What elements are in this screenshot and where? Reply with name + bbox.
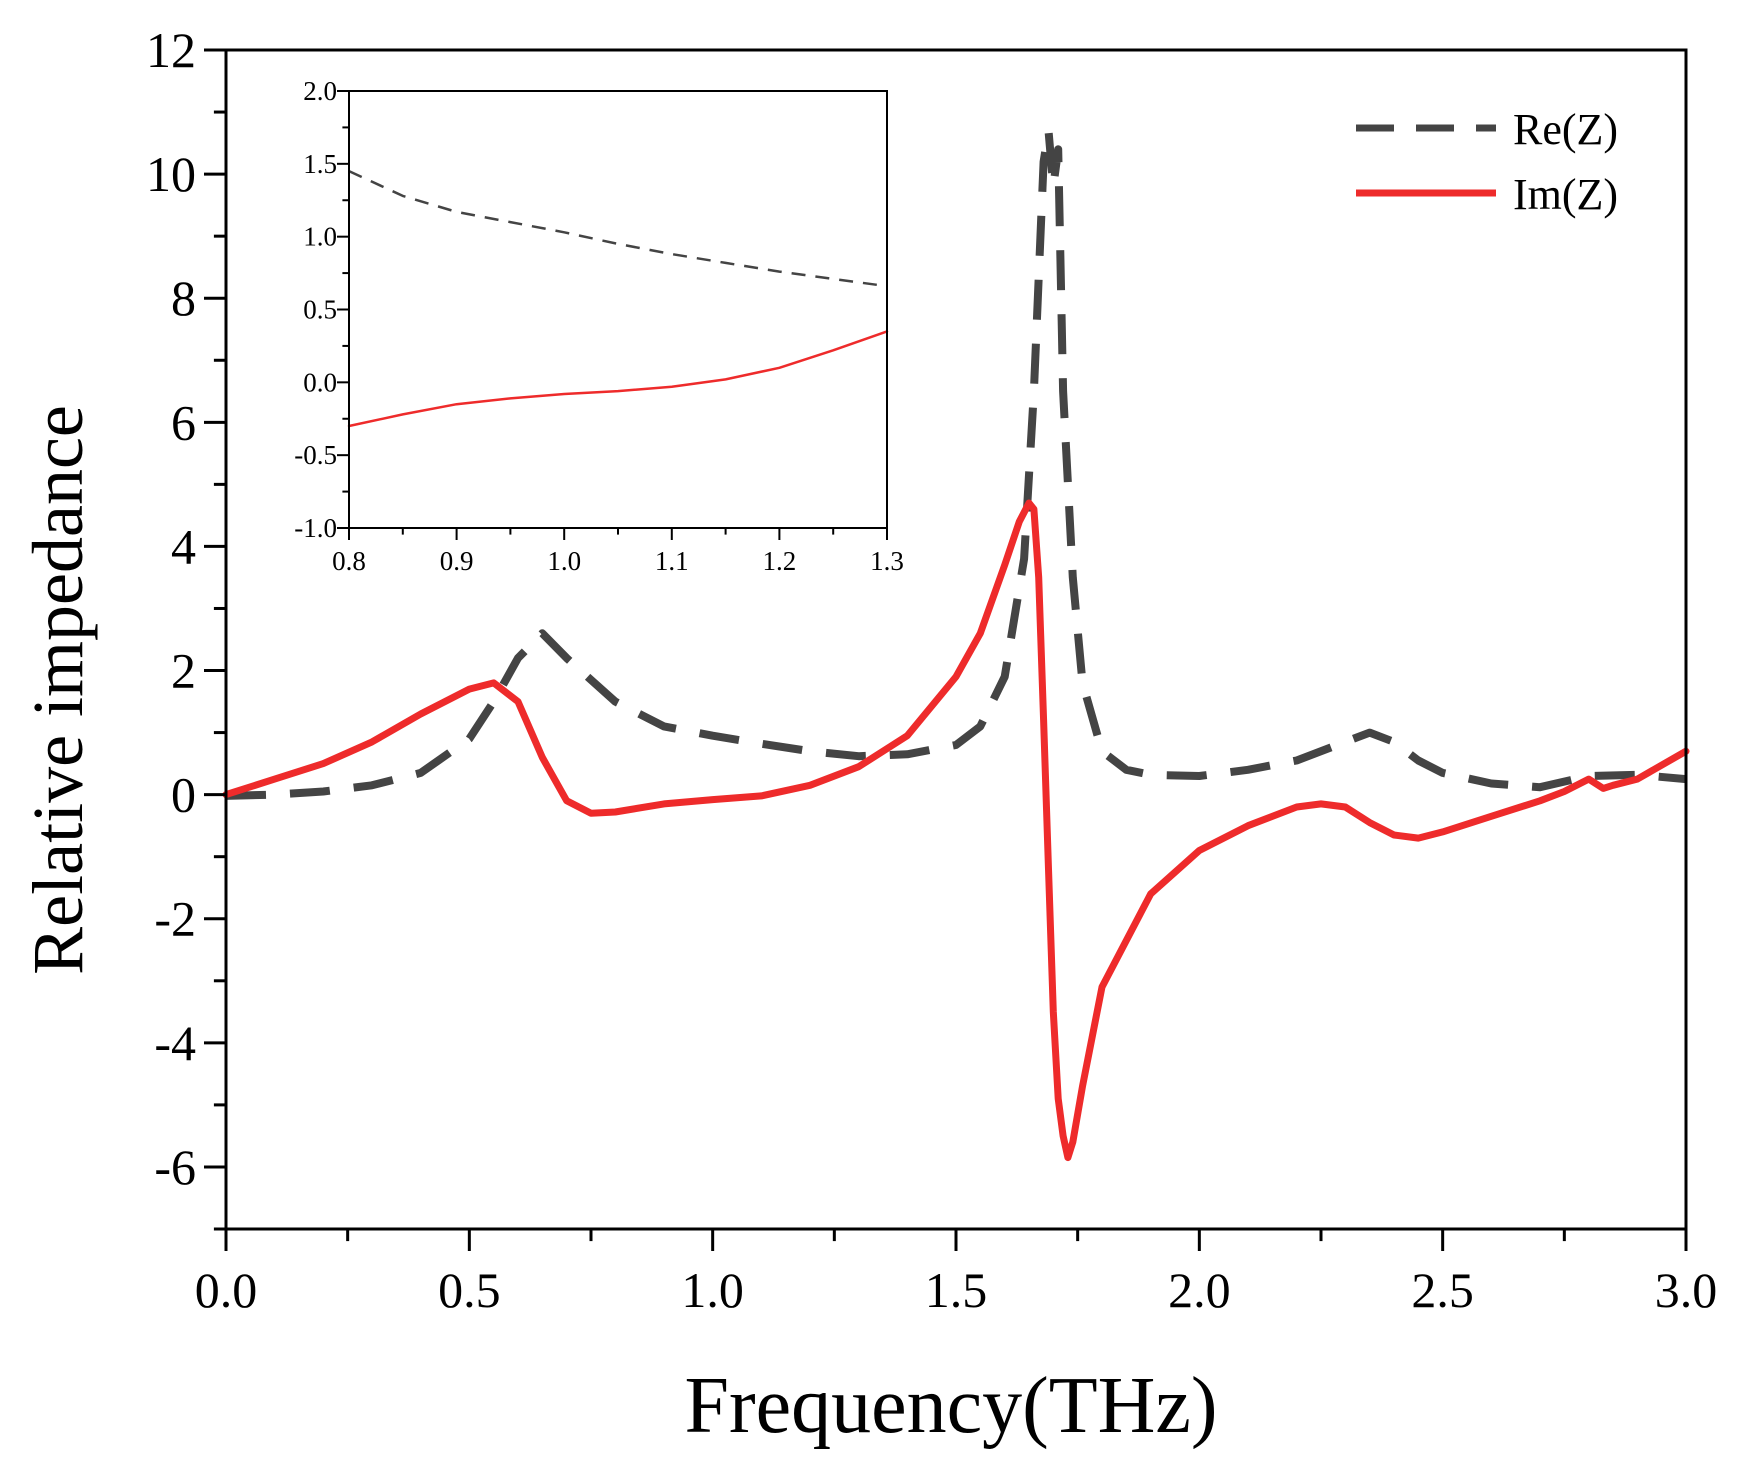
main-x-tick-label: 0.5 — [438, 1262, 501, 1318]
main-y-tick-label: 12 — [146, 22, 196, 78]
main-y-tick-label: -4 — [154, 1015, 196, 1071]
inset-plot: 0.8 0.9 1.0 1.1 1.2 1.3 -1.0 -0.5 0.0 0.5 1.0 1.5 2… — [294, 76, 904, 576]
inset-y-axis: -1.0 -0.5 0.0 0.5 1.0 1.5 2.0 — [294, 76, 349, 543]
legend: Re(Z) Im(Z) — [1356, 105, 1618, 219]
legend-label-im: Im(Z) — [1513, 170, 1618, 219]
main-series-im-line — [222, 499, 1690, 1162]
main-x-tick-label: 0.0 — [195, 1262, 258, 1318]
main-y-tick-label: 10 — [146, 146, 196, 202]
inset-y-tick-label: 0.5 — [303, 295, 337, 325]
main-y-axis: -6 -4 -2 0 2 4 6 8 10 12 — [146, 22, 226, 1231]
inset-x-tick-label: 1.2 — [763, 546, 797, 576]
inset-y-tick-label: -1.0 — [294, 513, 337, 543]
inset-y-tick-label: 0.0 — [303, 367, 337, 397]
main-series-re-line — [225, 126, 1687, 800]
main-y-tick-label: 8 — [171, 270, 196, 326]
inset-series-layer — [347, 169, 889, 428]
main-y-tick-label: 6 — [171, 394, 196, 450]
inset-series-im-line — [347, 330, 889, 428]
main-x-axis: 0.0 0.5 1.0 1.5 2.0 2.5 3.0 — [195, 1229, 1718, 1318]
inset-x-tick-label: 0.8 — [332, 546, 366, 576]
inset-x-axis: 0.8 0.9 1.0 1.1 1.2 1.3 — [332, 528, 904, 576]
legend-label-re: Re(Z) — [1513, 105, 1618, 154]
main-x-tick-label: 1.5 — [925, 1262, 988, 1318]
inset-y-tick-label: -0.5 — [294, 440, 337, 470]
main-y-tick-label: 2 — [171, 643, 196, 699]
inset-y-tick-label: 1.0 — [303, 222, 337, 252]
main-x-tick-label: 1.0 — [681, 1262, 744, 1318]
main-plot: 0.0 0.5 1.0 1.5 2.0 2.5 3.0 -6 -4 -2 0 2 4 6 8 10 12 Re… — [18, 22, 1717, 1450]
inset-x-tick-label: 1.1 — [655, 546, 689, 576]
main-y-tick-label: 0 — [171, 767, 196, 823]
main-x-tick-label: 2.0 — [1168, 1262, 1231, 1318]
y-axis-label: Relative impedance — [18, 405, 98, 975]
main-series-layer — [222, 126, 1690, 1162]
main-x-tick-label: 3.0 — [1655, 1262, 1718, 1318]
inset-background — [349, 91, 887, 528]
inset-x-tick-label: 0.9 — [440, 546, 474, 576]
inset-x-tick-label: 1.0 — [547, 546, 581, 576]
inset-x-tick-label: 1.3 — [870, 546, 904, 576]
main-y-tick-label: -2 — [154, 891, 196, 947]
main-y-tick-label: -6 — [154, 1139, 196, 1195]
inset-y-tick-label: 1.5 — [303, 149, 337, 179]
inset-series-re-line — [348, 169, 888, 288]
x-axis-label: Frequency(THz) — [684, 1362, 1217, 1450]
inset-y-tick-label: 2.0 — [303, 76, 337, 106]
main-x-tick-label: 2.5 — [1411, 1262, 1474, 1318]
main-y-tick-label: 4 — [171, 518, 196, 574]
